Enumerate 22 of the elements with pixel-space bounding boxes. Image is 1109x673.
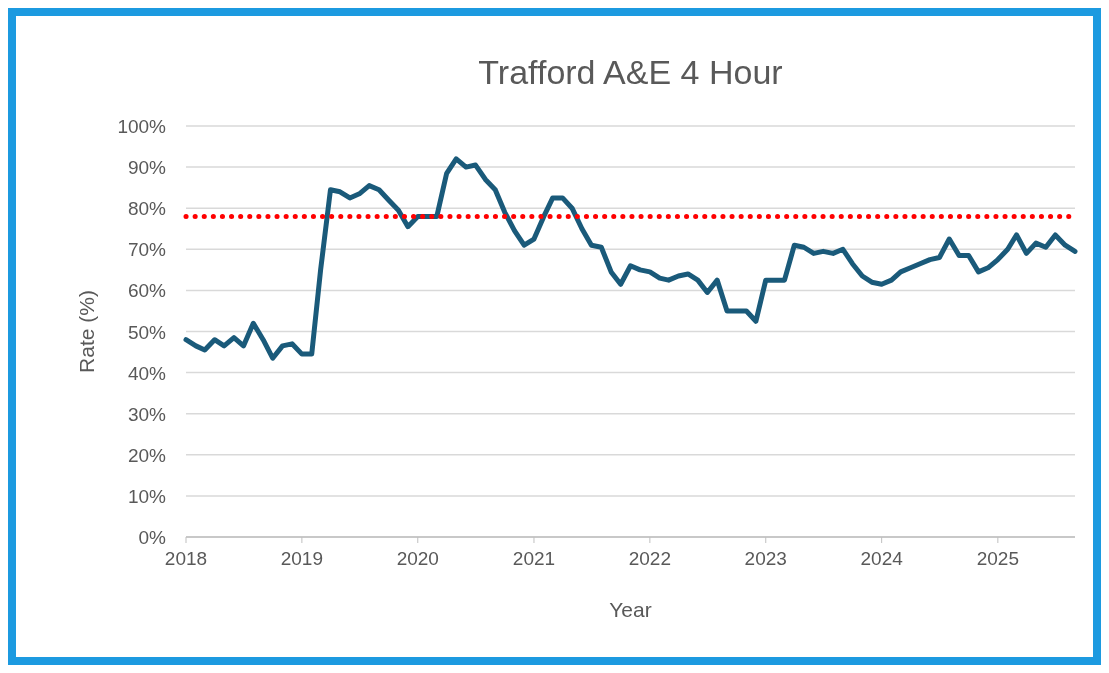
x-axis-title: Year [609,598,652,621]
y-tick-label: 70% [127,239,167,261]
y-tick-label: 0% [138,527,167,548]
y-tick-label: 60% [127,280,167,302]
y-axis-title: Rate (%) [75,290,98,373]
chart-title: Trafford A&E 4 Hour [478,53,783,91]
x-tick-label: 2018 [164,548,208,569]
y-tick-label: 50% [127,321,167,343]
x-tick-label: 2023 [744,548,787,569]
y-tick-label: 80% [127,198,167,220]
y-tick-label: 40% [127,362,167,384]
x-tick-label: 2020 [396,548,439,569]
y-tick-label: 90% [127,157,167,179]
y-tick-label: 100% [117,116,167,137]
x-tick-label: 2022 [628,548,672,569]
y-tick-label: 20% [127,444,167,466]
x-tick-label: 2025 [976,548,1019,569]
x-tick-label: 2024 [860,548,904,569]
x-tick-label: 2019 [280,548,324,569]
x-tick-label: 2021 [512,548,556,569]
y-tick-label: 30% [127,403,167,425]
y-tick-label: 10% [127,485,167,507]
